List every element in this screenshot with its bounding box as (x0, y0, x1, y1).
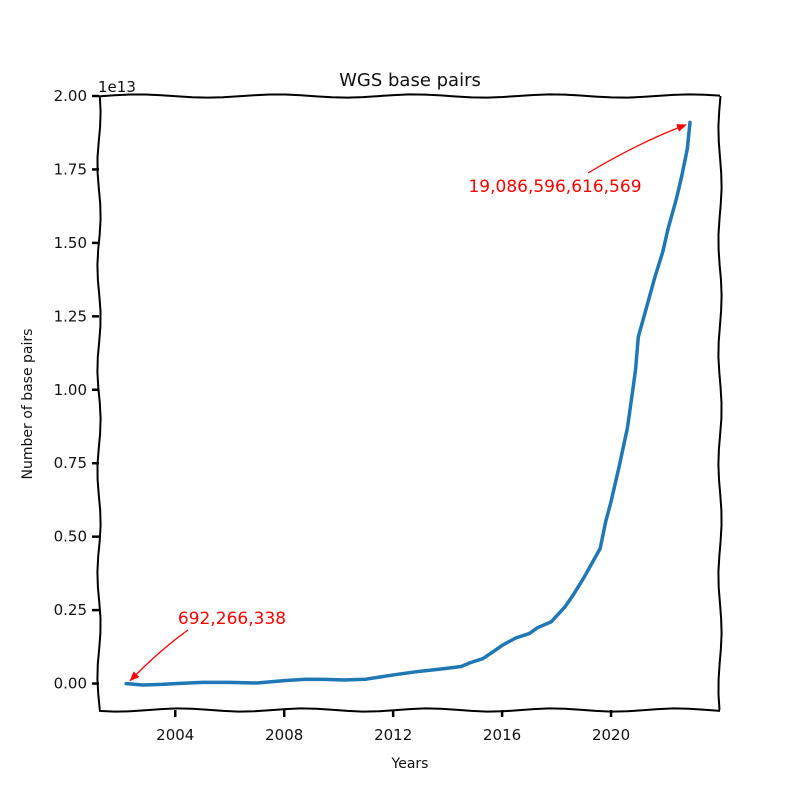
y-tick-label: 1.75 (54, 160, 87, 178)
x-axis-ticks: 2004 2008 2012 2016 2020 (156, 710, 630, 744)
y-axis-ticks: 0.00 0.25 0.50 0.75 1.00 1.25 1.50 1.75 2.00 (54, 87, 99, 693)
x-tick-label: 2004 (156, 726, 194, 744)
y-offset-label: 1e13 (98, 78, 136, 96)
x-tick-label: 2016 (483, 726, 521, 744)
y-axis-label: Number of base pairs (20, 329, 36, 480)
y-tick-label: 0.00 (54, 675, 87, 693)
x-axis-label: Years (391, 756, 429, 772)
annotation-label: 19,086,596,616,569 (468, 177, 641, 197)
x-tick-label: 2008 (265, 726, 303, 744)
annotations: 692,266,338 19,086,596,616,569 (129, 124, 687, 682)
y-tick-label: 1.00 (54, 381, 87, 399)
annotation-arrow (587, 124, 687, 174)
series-line-wgs (124, 120, 692, 687)
y-tick-label: 0.50 (54, 528, 87, 546)
x-tick-label: 2012 (374, 726, 412, 744)
y-tick-label: 0.75 (54, 454, 87, 472)
y-tick-label: 2.00 (54, 87, 87, 105)
y-tick-label: 1.50 (54, 234, 87, 252)
y-tick-label: 1.25 (54, 307, 87, 325)
annotation-label: 692,266,338 (178, 609, 286, 629)
x-tick-label: 2020 (592, 726, 630, 744)
annotation-arrow (129, 629, 189, 682)
chart-title: WGS base pairs (339, 70, 481, 91)
plot-frame (96, 93, 723, 713)
y-tick-label: 0.25 (54, 601, 87, 619)
